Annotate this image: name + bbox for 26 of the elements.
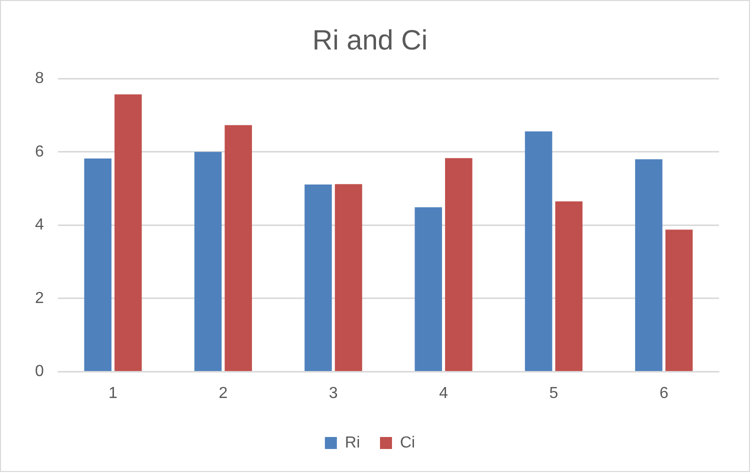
y-tick-label: 4 (34, 216, 44, 234)
bar (334, 184, 362, 372)
y-tick-label: 0 (34, 363, 44, 380)
chart-title: Ri and Ci (312, 24, 428, 56)
legend-label: Ci (400, 434, 416, 452)
x-tick-label: 5 (549, 384, 558, 402)
bar (224, 125, 252, 372)
bar (665, 230, 693, 372)
bar (635, 159, 662, 372)
bar (84, 158, 112, 372)
x-tick-label: 6 (659, 384, 668, 402)
y-tick-label: 2 (34, 290, 44, 307)
bar (524, 131, 552, 372)
y-tick-label: 8 (34, 70, 44, 88)
legend-label: Ri (344, 434, 360, 452)
bar (304, 184, 332, 372)
y-tick-label: 6 (34, 143, 44, 160)
x-tick-label: 4 (439, 384, 448, 402)
bar (194, 152, 222, 372)
x-tick-label: 3 (328, 384, 338, 402)
bar (555, 201, 583, 372)
bar (114, 94, 142, 372)
bar (445, 158, 472, 372)
x-tick-label: 1 (108, 384, 118, 402)
x-tick-label: 2 (218, 384, 228, 402)
bar (414, 207, 442, 372)
